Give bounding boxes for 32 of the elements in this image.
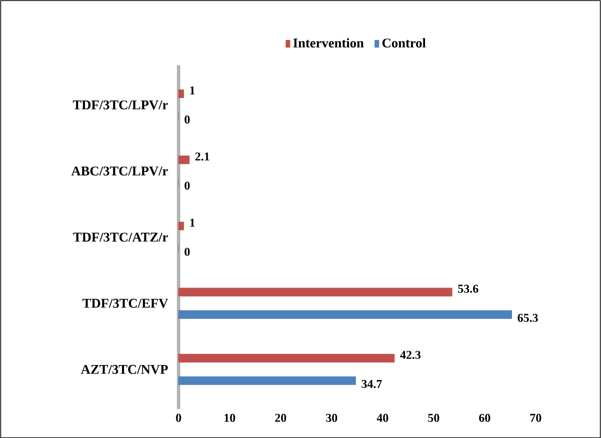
y-tick-label: TDF/3TC/EFV [82,298,168,308]
bar [178,221,184,230]
data-label: 0 [184,115,190,124]
x-tick-label: 20 [275,414,286,422]
x-tick-label: 30 [326,414,338,422]
x-tick-label: 10 [224,414,236,422]
bar [178,155,190,164]
bar [178,354,395,362]
x-tick-label: 70 [530,414,542,422]
data-label: 42.3 [400,350,421,359]
legend-label: Intervention [293,38,364,48]
bar [178,288,452,296]
data-label: 1 [190,86,195,94]
x-tick-label: 60 [479,414,490,422]
bar [178,376,356,385]
data-label: 2.1 [195,152,210,160]
y-tick-label: ABC/3TC/LPV/r [71,166,168,176]
y-tick-label: AZT/3TC/NVP [80,364,168,374]
legend-label: Control [382,38,426,48]
x-tick-label: 50 [428,414,440,422]
data-label: 65.3 [518,314,538,322]
bar [178,310,512,319]
x-tick-label: 0 [176,414,182,422]
data-label: 0 [184,247,190,256]
x-tick-label: 40 [376,414,388,422]
data-label: 53.6 [458,284,478,293]
data-label: 0 [184,181,190,190]
y-tick-label: TDF/3TC/ATZ/r [73,232,168,242]
data-label: 1 [190,218,195,226]
data-label: 34.7 [362,380,382,388]
y-tick-label: TDF/3TC/LPV/r [72,100,168,110]
bar [178,89,184,98]
